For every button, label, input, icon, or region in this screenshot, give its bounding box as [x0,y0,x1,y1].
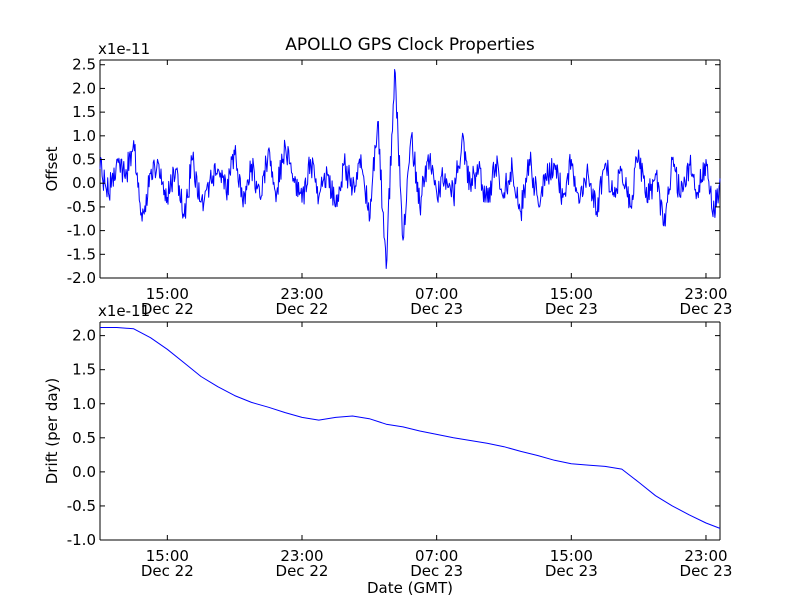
drift-x-tick-date: Dec 23 [545,562,598,580]
offset-x-tick-time: 15:00 [550,285,593,303]
drift-x-tick-time: 23:00 [280,547,323,565]
drift-series-line [100,327,721,529]
drift-x-tick-time: 07:00 [415,547,458,565]
drift-x-tick-time: 23:00 [684,547,727,565]
offset-x-tick-date: Dec 23 [680,300,733,318]
offset-ticks: -2.0-1.5-1.0-0.50.00.51.01.52.02.515:00D… [67,56,733,318]
offset-y-multiplier: x1e-11 [98,40,150,58]
drift-x-tick-time: 15:00 [146,547,189,565]
drift-y-tick-label: 1.5 [72,361,96,379]
drift-y-tick-label: 2.0 [72,327,96,345]
offset-y-tick-label: 2.0 [72,79,96,97]
drift-x-tick-date: Dec 23 [410,562,463,580]
offset-series [99,69,721,269]
offset-series-line [99,69,721,269]
offset-x-tick-date: Dec 23 [410,300,463,318]
offset-y-tick-label: -1.5 [67,245,96,263]
drift-y-axis-label: Drift (per day) [43,378,61,485]
offset-y-tick-label: 0.0 [72,174,96,192]
offset-y-tick-label: 1.5 [72,103,96,121]
drift-y-tick-label: 0.0 [72,463,96,481]
offset-x-tick-date: Dec 23 [545,300,598,318]
offset-y-tick-label: -2.0 [67,269,96,287]
offset-y-tick-label: 2.5 [72,56,96,74]
offset-x-tick-date: Dec 22 [141,300,194,318]
offset-panel: -2.0-1.5-1.0-0.50.00.51.01.52.02.515:00D… [43,40,732,318]
drift-x-tick-date: Dec 23 [680,562,733,580]
drift-y-tick-label: 1.0 [72,395,96,413]
offset-x-tick-time: 07:00 [415,285,458,303]
drift-x-tick-date: Dec 22 [141,562,194,580]
chart-title: APOLLO GPS Clock Properties [285,35,535,55]
drift-y-tick-label: -0.5 [67,497,96,515]
drift-x-tick-time: 15:00 [550,547,593,565]
drift-y-multiplier: x1e-11 [98,302,150,320]
drift-y-tick-label: 0.5 [72,429,96,447]
offset-x-tick-time: 15:00 [146,285,189,303]
drift-series [100,327,721,529]
offset-x-tick-time: 23:00 [684,285,727,303]
drift-x-axis-label: Date (GMT) [367,579,453,597]
offset-y-tick-label: 0.5 [72,151,96,169]
offset-x-tick-time: 23:00 [280,285,323,303]
offset-y-tick-label: -1.0 [67,222,96,240]
drift-x-tick-date: Dec 22 [276,562,329,580]
offset-x-tick-date: Dec 22 [276,300,329,318]
offset-y-tick-label: 1.0 [72,127,96,145]
offset-y-axis-label: Offset [43,146,61,191]
offset-y-tick-label: -0.5 [67,198,96,216]
drift-y-tick-label: -1.0 [67,531,96,549]
